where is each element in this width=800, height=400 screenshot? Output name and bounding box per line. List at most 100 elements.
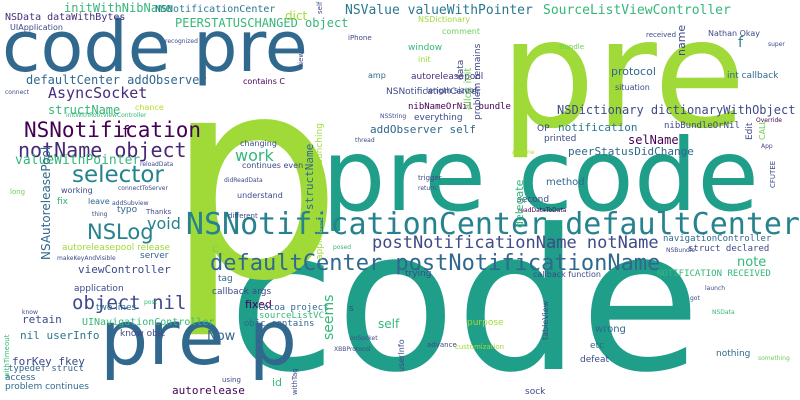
word: userInfo	[397, 339, 406, 372]
word: notName object	[18, 138, 187, 162]
word: contains C	[243, 77, 285, 86]
word: data	[456, 59, 466, 80]
word: id	[272, 376, 283, 389]
word: nibBundleOrNil	[664, 121, 740, 131]
word: SourceListViewController	[543, 3, 731, 18]
word: withTag	[291, 368, 299, 395]
word: situation	[615, 83, 650, 92]
word: super	[768, 41, 785, 48]
word: NOTIFICATION RECEIVED	[657, 269, 771, 279]
word: NSLog	[87, 220, 154, 244]
word: Anyone	[512, 149, 535, 156]
word: pre p	[100, 293, 297, 382]
word: connectToServer	[118, 185, 168, 192]
word: amp	[368, 71, 386, 80]
word: object nil	[72, 292, 187, 314]
word: addObserver self	[370, 123, 476, 136]
word: everything	[414, 113, 463, 123]
word: problem remains	[473, 43, 483, 120]
word: Edit	[745, 122, 755, 140]
word: launch	[705, 285, 726, 292]
word: UINavigationController	[82, 317, 215, 328]
word: method	[546, 177, 585, 188]
word: NSBundle	[666, 247, 696, 254]
word: problem continues	[5, 382, 89, 392]
word: nil userInfo	[20, 329, 100, 342]
word: second	[517, 195, 550, 205]
word: tableView	[541, 300, 550, 340]
word: protocol	[611, 65, 656, 78]
word: length sizeof	[426, 86, 478, 95]
word: init	[418, 55, 431, 64]
word: understand	[237, 191, 283, 200]
word: using	[222, 376, 241, 384]
word: self	[316, 1, 324, 14]
word: sock	[525, 387, 546, 397]
word: postNotificationName notName	[372, 233, 659, 253]
word: int callback	[727, 71, 779, 81]
word: NSDictionary	[418, 15, 471, 24]
word: posed	[333, 244, 352, 251]
word: selector	[72, 162, 164, 188]
word: nibNameOrNil bundle	[408, 102, 511, 112]
word: Thanks	[146, 208, 172, 216]
word: NSNotification	[24, 118, 202, 142]
word: C	[212, 245, 219, 255]
word: OP	[537, 124, 550, 134]
word: CFUTEE	[769, 160, 777, 188]
word: different	[228, 212, 258, 220]
word: p	[165, 17, 343, 343]
word: know objc	[120, 329, 166, 339]
word: f	[738, 35, 743, 51]
word: NSNotificationCenter	[386, 87, 481, 97]
word: name	[675, 24, 688, 56]
word: printed	[544, 134, 577, 144]
word: callback function	[533, 270, 601, 279]
word: nothing	[716, 349, 751, 359]
word: changing	[240, 139, 277, 148]
word: callback args	[212, 287, 272, 297]
word: return	[418, 185, 437, 192]
word: didReadData	[224, 177, 263, 184]
word: defaultCenter postNotificationName	[210, 251, 661, 276]
word: etc	[590, 341, 605, 351]
word: f	[123, 122, 129, 141]
word: Cocoa project	[258, 303, 329, 313]
word: viewController	[78, 263, 171, 276]
word: code pre	[2, 6, 308, 88]
word: thing	[92, 211, 108, 218]
word: typedef struct	[8, 364, 84, 374]
word: bundle	[560, 43, 585, 51]
word: got	[690, 295, 700, 302]
word: dict	[285, 9, 308, 23]
word: iPhone	[348, 34, 372, 42]
word: note	[737, 255, 767, 270]
word: NSNotificationCenter defaultCenter	[185, 207, 800, 242]
word: working	[61, 186, 93, 195]
word: structName	[303, 143, 316, 210]
word: readDataToData	[518, 207, 567, 214]
word: forKey fkey	[12, 355, 85, 368]
word: NSNotificationCenter	[155, 4, 276, 15]
word: self	[378, 317, 400, 331]
word: know	[22, 309, 38, 316]
word: App	[761, 143, 773, 150]
word: AsyncSocket	[48, 84, 148, 102]
word: trying	[405, 269, 432, 279]
word: two lines	[96, 303, 137, 313]
word: NSData	[712, 309, 735, 316]
word: purpose	[467, 318, 504, 328]
word: fix	[57, 197, 68, 207]
word: fixed	[245, 298, 272, 311]
word: Now	[207, 329, 236, 344]
word: code	[228, 188, 701, 400]
word: void	[147, 214, 181, 233]
word: retain	[22, 313, 62, 326]
word: comment	[442, 27, 481, 36]
word: XBBProtocol	[334, 346, 371, 353]
word: autorelease	[172, 384, 245, 397]
word: access	[5, 373, 36, 383]
word: PEERSTATUSCHANGED object	[175, 16, 349, 30]
word: NSAutoreleasePool	[39, 146, 53, 260]
word: initWithNibName	[64, 1, 173, 15]
